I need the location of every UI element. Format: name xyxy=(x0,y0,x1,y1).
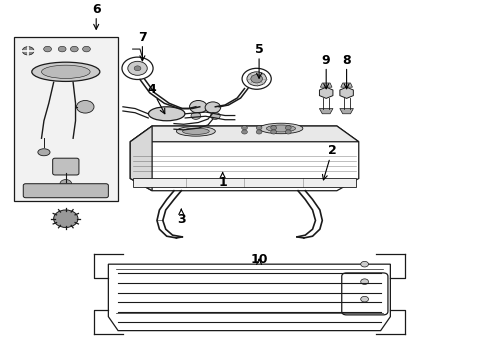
Text: 4: 4 xyxy=(147,83,164,114)
Polygon shape xyxy=(130,126,358,191)
Text: 1: 1 xyxy=(218,172,226,189)
Ellipse shape xyxy=(182,128,209,134)
Circle shape xyxy=(360,261,368,267)
Polygon shape xyxy=(108,264,389,330)
Text: 5: 5 xyxy=(254,43,263,78)
Polygon shape xyxy=(130,126,358,142)
Circle shape xyxy=(189,100,206,113)
Circle shape xyxy=(58,46,66,52)
Text: 2: 2 xyxy=(322,144,336,180)
Text: 7: 7 xyxy=(138,31,146,61)
Circle shape xyxy=(256,126,262,130)
Text: 9: 9 xyxy=(321,54,330,89)
Circle shape xyxy=(122,57,153,80)
FancyBboxPatch shape xyxy=(53,158,79,175)
Circle shape xyxy=(204,102,220,113)
Circle shape xyxy=(241,130,247,134)
Polygon shape xyxy=(132,179,356,187)
Ellipse shape xyxy=(32,62,100,81)
Ellipse shape xyxy=(41,65,90,78)
Circle shape xyxy=(76,100,94,113)
Ellipse shape xyxy=(38,149,50,156)
Polygon shape xyxy=(319,87,332,98)
Circle shape xyxy=(60,180,72,188)
Ellipse shape xyxy=(266,125,295,132)
Circle shape xyxy=(270,130,276,134)
Circle shape xyxy=(242,68,271,89)
Circle shape xyxy=(250,75,262,83)
Circle shape xyxy=(22,46,34,55)
Circle shape xyxy=(285,130,290,134)
Circle shape xyxy=(127,61,147,75)
Circle shape xyxy=(191,112,201,120)
Circle shape xyxy=(285,126,290,130)
Text: 10: 10 xyxy=(250,253,267,266)
Text: 3: 3 xyxy=(177,209,185,226)
Circle shape xyxy=(134,66,141,71)
Text: 6: 6 xyxy=(92,3,101,29)
Circle shape xyxy=(360,279,368,284)
FancyBboxPatch shape xyxy=(23,184,108,198)
Circle shape xyxy=(241,126,247,130)
Ellipse shape xyxy=(259,123,302,134)
Polygon shape xyxy=(130,126,152,191)
Circle shape xyxy=(70,46,78,52)
Polygon shape xyxy=(14,37,118,201)
Polygon shape xyxy=(319,108,332,114)
Polygon shape xyxy=(339,87,353,98)
Text: 8: 8 xyxy=(342,54,350,89)
Ellipse shape xyxy=(176,126,215,136)
Circle shape xyxy=(43,46,51,52)
Circle shape xyxy=(256,130,262,134)
FancyBboxPatch shape xyxy=(341,273,387,315)
Circle shape xyxy=(246,72,266,86)
Polygon shape xyxy=(340,83,352,87)
Circle shape xyxy=(270,126,276,130)
Circle shape xyxy=(54,210,78,228)
Polygon shape xyxy=(320,83,331,87)
Circle shape xyxy=(360,296,368,302)
Polygon shape xyxy=(339,108,353,114)
Ellipse shape xyxy=(148,107,184,121)
Circle shape xyxy=(82,46,90,52)
Circle shape xyxy=(210,112,220,120)
